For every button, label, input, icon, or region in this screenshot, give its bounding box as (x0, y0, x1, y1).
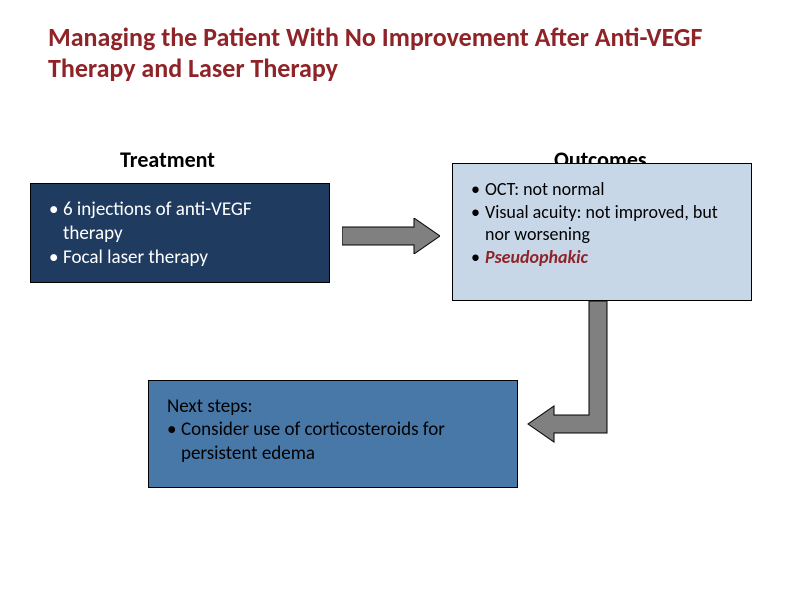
column-header-treatment: Treatment (120, 146, 215, 173)
bullet-item: •Visual acuity: not improved, but nor wo… (471, 201, 735, 246)
bullet-dot-icon: • (167, 418, 181, 442)
bullet-dot-icon: • (471, 201, 485, 224)
next-steps-box: Next steps:•Consider use of corticostero… (148, 380, 518, 488)
bullet-item: •Pseudophakic (471, 246, 735, 269)
next-steps-title: Next steps: (167, 395, 501, 418)
bullet-item: •6 injections of anti-VEGF therapy (49, 198, 313, 246)
bullet-text: Visual acuity: not improved, but nor wor… (485, 201, 735, 246)
arrow-down-left-icon (526, 299, 611, 455)
arrow-right-icon (342, 218, 440, 254)
bullet-item: •OCT: not normal (471, 178, 735, 201)
bullet-dot-icon: • (49, 198, 63, 222)
bullet-text: Consider use of corticosteroids for pers… (181, 418, 501, 466)
bullet-text: OCT: not normal (485, 178, 735, 201)
slide-title: Managing the Patient With No Improvement… (48, 22, 748, 83)
bullet-dot-icon: • (471, 178, 485, 201)
treatment-box: •6 injections of anti-VEGF therapy•Focal… (30, 183, 330, 283)
bullet-text: 6 injections of anti-VEGF therapy (63, 198, 313, 246)
outcomes-box: •OCT: not normal•Visual acuity: not impr… (452, 163, 752, 301)
bullet-dot-icon: • (49, 246, 63, 270)
bullet-item: •Consider use of corticosteroids for per… (167, 418, 501, 466)
bullet-text: Focal laser therapy (63, 246, 313, 270)
bullet-item: •Focal laser therapy (49, 246, 313, 270)
bullet-dot-icon: • (471, 246, 485, 269)
bullet-text: Pseudophakic (485, 246, 735, 269)
